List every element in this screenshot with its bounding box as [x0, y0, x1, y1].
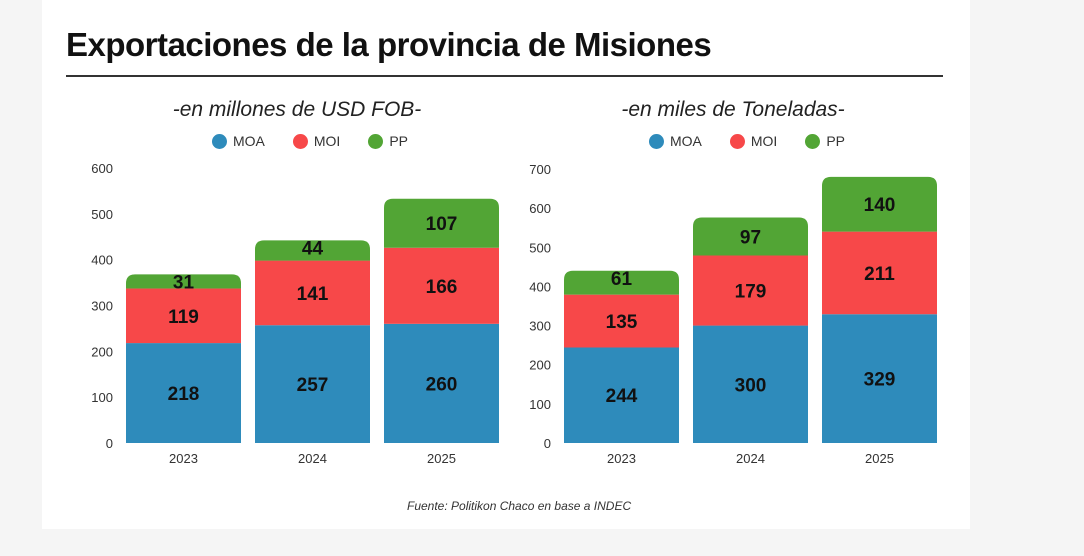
source-note: Fuente: Politikon Chaco en base a INDEC [407, 499, 632, 513]
x-tick-label: 2025 [427, 451, 456, 466]
data-label-moa-2023: 244 [606, 386, 638, 407]
bar-segment-moi-2024 [255, 260, 370, 326]
bar-segment-pp-2023 [564, 270, 679, 295]
chart-usd-subtitle: -en millones de USD FOB- [172, 98, 422, 121]
legend-item-moa: MOA [211, 133, 265, 149]
y-tick-label: 0 [544, 436, 551, 451]
bar-segment-moa-2024 [693, 325, 808, 443]
legend-item-pp: PP [368, 133, 408, 149]
y-tick-label: 0 [106, 436, 113, 451]
data-label-moa-2025: 260 [426, 374, 458, 395]
legend-item-pp: PP [805, 133, 845, 149]
data-label-pp-2025: 107 [426, 214, 458, 235]
chart-usd: 0 100 200 300 400 500 600 218 119 31 2023 257 141 44 2… [91, 161, 499, 466]
bar-segment-moa-2023 [564, 347, 679, 443]
data-label-moi-2023: 135 [606, 312, 638, 333]
legend-label-moa: MOA [669, 133, 702, 149]
y-tick-label: 500 [91, 207, 113, 222]
y-tick-label: 700 [529, 162, 551, 177]
y-tick-label: 300 [529, 319, 551, 334]
bar-segment-pp-2025 [384, 198, 499, 248]
data-label-moi-2024: 141 [297, 284, 329, 305]
data-label-moi-2025: 211 [864, 264, 895, 285]
title-underline [66, 75, 943, 77]
page-title: Exportaciones de la provincia de Misione… [66, 26, 712, 63]
data-label-moi-2024: 179 [735, 282, 767, 303]
data-label-moa-2024: 257 [297, 375, 329, 396]
data-label-pp-2024: 97 [740, 228, 761, 249]
bar-segment-pp-2025 [822, 176, 937, 232]
bar-segment-moi-2025 [822, 231, 937, 315]
legend-dot-moi [729, 133, 745, 149]
y-tick-label: 600 [529, 201, 551, 216]
legend-item-moa: MOA [648, 133, 702, 149]
data-label-pp-2024: 44 [302, 238, 324, 259]
bar-segment-pp-2023 [126, 274, 241, 289]
bar-segment-moi-2023 [564, 294, 679, 348]
y-tick-label: 400 [91, 253, 113, 268]
bar-segment-moa-2024 [255, 325, 370, 443]
bar-segment-pp-2024 [693, 217, 808, 256]
bar-segment-moi-2025 [384, 247, 499, 324]
y-tick-label: 300 [91, 299, 113, 314]
x-tick-label: 2025 [865, 451, 894, 466]
legend-item-moi: MOI [292, 133, 341, 149]
data-label-moi-2023: 119 [168, 307, 199, 328]
legend-label-pp: PP [389, 133, 409, 149]
x-tick-label: 2024 [736, 451, 765, 466]
legend-dot-pp [368, 133, 384, 149]
y-tick-label: 100 [91, 390, 113, 405]
data-label-pp-2023: 31 [173, 272, 195, 293]
bar-segment-moi-2024 [693, 255, 808, 326]
y-tick-label: 600 [91, 161, 113, 176]
data-label-pp-2025: 140 [864, 195, 896, 216]
legend-item-moi: MOI [729, 133, 778, 149]
data-label-pp-2023: 61 [611, 269, 633, 290]
chart-usd-legend: MOA MOI PP [211, 133, 408, 149]
data-label-moa-2023: 218 [168, 384, 200, 405]
legend-label-moi: MOI [313, 133, 341, 149]
x-tick-label: 2023 [169, 451, 198, 466]
x-tick-label: 2023 [607, 451, 636, 466]
bar-segment-moi-2023 [126, 288, 241, 344]
legend-dot-moa [211, 133, 227, 149]
legend-label-pp: PP [826, 133, 846, 149]
bar-segment-moa-2023 [126, 343, 241, 443]
bar-segment-pp-2024 [255, 240, 370, 261]
y-tick-label: 100 [529, 397, 551, 412]
data-label-moa-2025: 329 [864, 370, 896, 391]
legend-label-moi: MOI [750, 133, 778, 149]
chart-tons: 0 100 200 300 400 500 600 700 244 135 61 2023 300 179… [529, 162, 937, 466]
legend-label-moa: MOA [232, 133, 265, 149]
data-label-moi-2025: 166 [426, 277, 458, 298]
bar-segment-moa-2025 [822, 314, 937, 443]
legend-dot-pp [805, 133, 821, 149]
chart-tons-legend: MOA MOI PP [648, 133, 845, 149]
x-tick-label: 2024 [298, 451, 327, 466]
chart-tons-subtitle: -en miles de Toneladas- [621, 98, 845, 121]
bar-segment-moa-2025 [384, 323, 499, 443]
y-tick-label: 200 [529, 358, 551, 373]
data-label-moa-2024: 300 [735, 375, 767, 396]
y-tick-label: 500 [529, 240, 551, 255]
legend-dot-moa [648, 133, 664, 149]
y-tick-label: 400 [529, 279, 551, 294]
y-tick-label: 200 [91, 344, 113, 359]
legend-dot-moi [292, 133, 308, 149]
